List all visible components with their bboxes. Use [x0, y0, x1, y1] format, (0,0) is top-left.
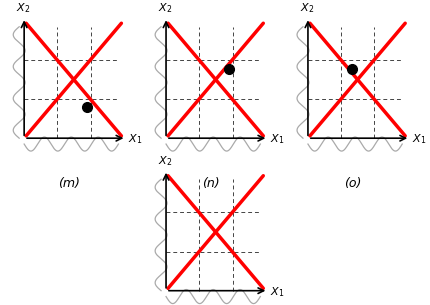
Text: $X_2$: $X_2$ — [16, 1, 30, 15]
Text: (o): (o) — [344, 177, 361, 190]
Text: $X_2$: $X_2$ — [300, 1, 314, 15]
Text: $X_1$: $X_1$ — [270, 132, 285, 146]
Text: $X_2$: $X_2$ — [158, 1, 172, 15]
Text: $X_1$: $X_1$ — [412, 132, 427, 146]
Text: (m): (m) — [58, 177, 80, 190]
Text: (n): (n) — [202, 177, 219, 190]
Text: $X_1$: $X_1$ — [128, 132, 143, 146]
Text: $X_2$: $X_2$ — [158, 154, 172, 167]
Text: $X_1$: $X_1$ — [270, 285, 285, 299]
